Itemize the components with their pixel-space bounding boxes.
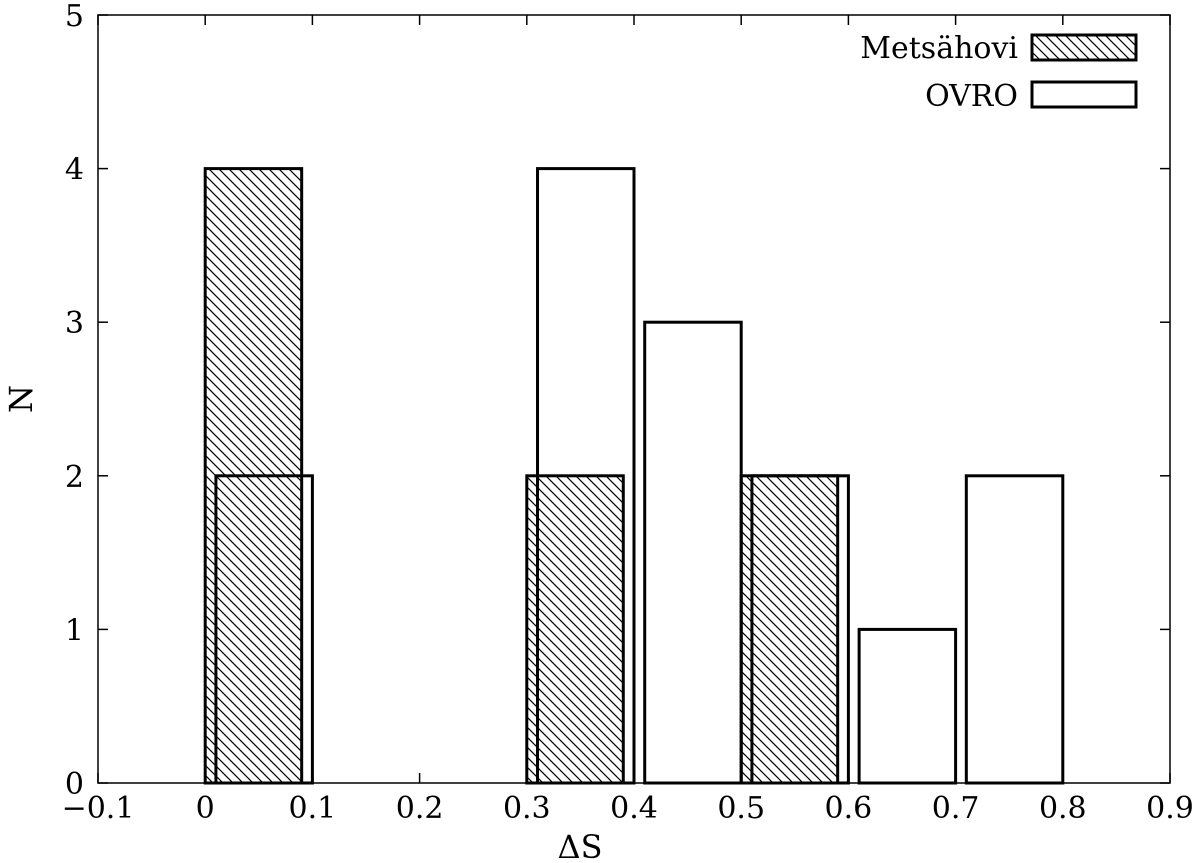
ovro-bar-2 xyxy=(643,320,743,785)
y-tick-label-2: 2 xyxy=(65,460,84,495)
legend-swatch-metsahovi xyxy=(1030,33,1138,62)
x-tick-label-10: 0.9 xyxy=(1146,791,1194,826)
x-tick-label-4: 0.3 xyxy=(503,791,551,826)
ovro-bars xyxy=(214,167,1065,785)
x-tick-label-5: 0.4 xyxy=(610,791,658,826)
legend: Metsähovi OVRO xyxy=(860,31,1138,114)
y-tick-label-3: 3 xyxy=(65,306,84,341)
y-tick-label-5: 5 xyxy=(65,0,84,34)
y-axis-label: N xyxy=(2,385,40,413)
x-tick-label-3: 0.2 xyxy=(396,791,444,826)
metsahovi-bar-2 xyxy=(739,474,840,785)
x-tick-label-9: 0.8 xyxy=(1039,791,1087,826)
x-tick-label-1: 0 xyxy=(196,791,215,826)
ovro-bar-4 xyxy=(857,627,958,785)
y-tick-label-0: 0 xyxy=(65,767,84,802)
legend-label-ovro: OVRO xyxy=(925,79,1018,114)
x-tick-label-2: 0.1 xyxy=(289,791,337,826)
axis-ticks xyxy=(97,14,1171,784)
x-tick-label-6: 0.5 xyxy=(717,791,765,826)
legend-swatch-ovro xyxy=(1030,80,1138,109)
y-tick-label-4: 4 xyxy=(65,153,84,188)
x-tick-label-0: −0.1 xyxy=(62,791,135,826)
metsahovi-bar-1 xyxy=(525,474,625,785)
x-tick-labels: −0.1 0 0.1 0.2 0.3 0.4 0.5 0.6 0.7 0.8 0.9 xyxy=(62,791,1194,826)
y-tick-labels: 0 1 2 3 4 5 xyxy=(65,0,84,802)
legend-label-metsahovi: Metsähovi xyxy=(860,31,1018,66)
x-axis-label: ΔS xyxy=(557,828,602,863)
x-tick-label-8: 0.7 xyxy=(932,791,980,826)
ovro-bar-5 xyxy=(964,474,1065,785)
y-tick-label-1: 1 xyxy=(65,613,84,648)
x-tick-label-7: 0.6 xyxy=(825,791,873,826)
